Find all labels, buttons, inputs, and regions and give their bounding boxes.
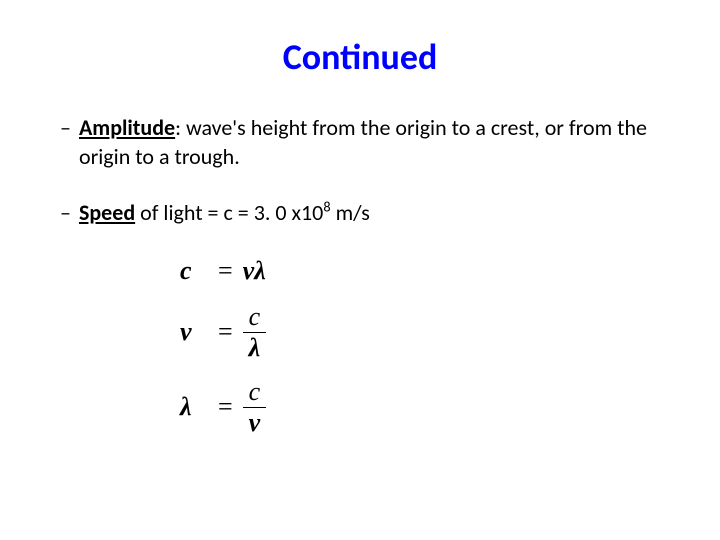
bullet-text: Amplitude: wave's height from the origin… [79, 114, 660, 171]
eq1-rhs: νλ [243, 256, 266, 286]
eq3-denominator: ν [243, 408, 267, 436]
nu-symbol: ν [243, 256, 255, 286]
slide-title: Continued [60, 35, 660, 79]
eq1-lhs: c [180, 256, 208, 286]
lambda-symbol: λ [254, 256, 266, 286]
speed-text-before: of light = c = [135, 199, 254, 226]
bullet-dash: – [60, 114, 71, 171]
speed-value: 3. 0 x10 [254, 199, 324, 226]
bullet-speed: – Speed of light = c = 3. 0 x108 m/s [60, 199, 660, 228]
equations-block: c = νλ ν = c λ λ = c ν [180, 256, 660, 436]
eq3-fraction: c ν [243, 379, 267, 436]
equals-sign: = [218, 392, 233, 422]
slide-container: Continued – Amplitude: wave's height fro… [0, 0, 720, 540]
bullet-text: Speed of light = c = 3. 0 x108 m/s [79, 199, 660, 228]
eq3-lhs: λ [180, 392, 208, 422]
speed-exponent: 8 [323, 198, 330, 216]
equals-sign: = [218, 256, 233, 286]
term-speed: Speed [79, 199, 135, 226]
equals-sign: = [218, 317, 233, 347]
bullet-dash: – [60, 199, 71, 228]
equation-c: c = νλ [180, 256, 660, 286]
term-amplitude: Amplitude [79, 114, 175, 141]
bullet-amplitude: – Amplitude: wave's height from the orig… [60, 114, 660, 171]
eq2-numerator: c [243, 304, 267, 333]
eq2-lhs: ν [180, 317, 208, 347]
eq2-fraction: c λ [243, 304, 267, 361]
eq3-numerator: c [243, 379, 267, 408]
equation-nu: ν = c λ [180, 304, 660, 361]
speed-unit: m/s [331, 199, 370, 226]
equation-lambda: λ = c ν [180, 379, 660, 436]
eq2-denominator: λ [243, 333, 267, 361]
